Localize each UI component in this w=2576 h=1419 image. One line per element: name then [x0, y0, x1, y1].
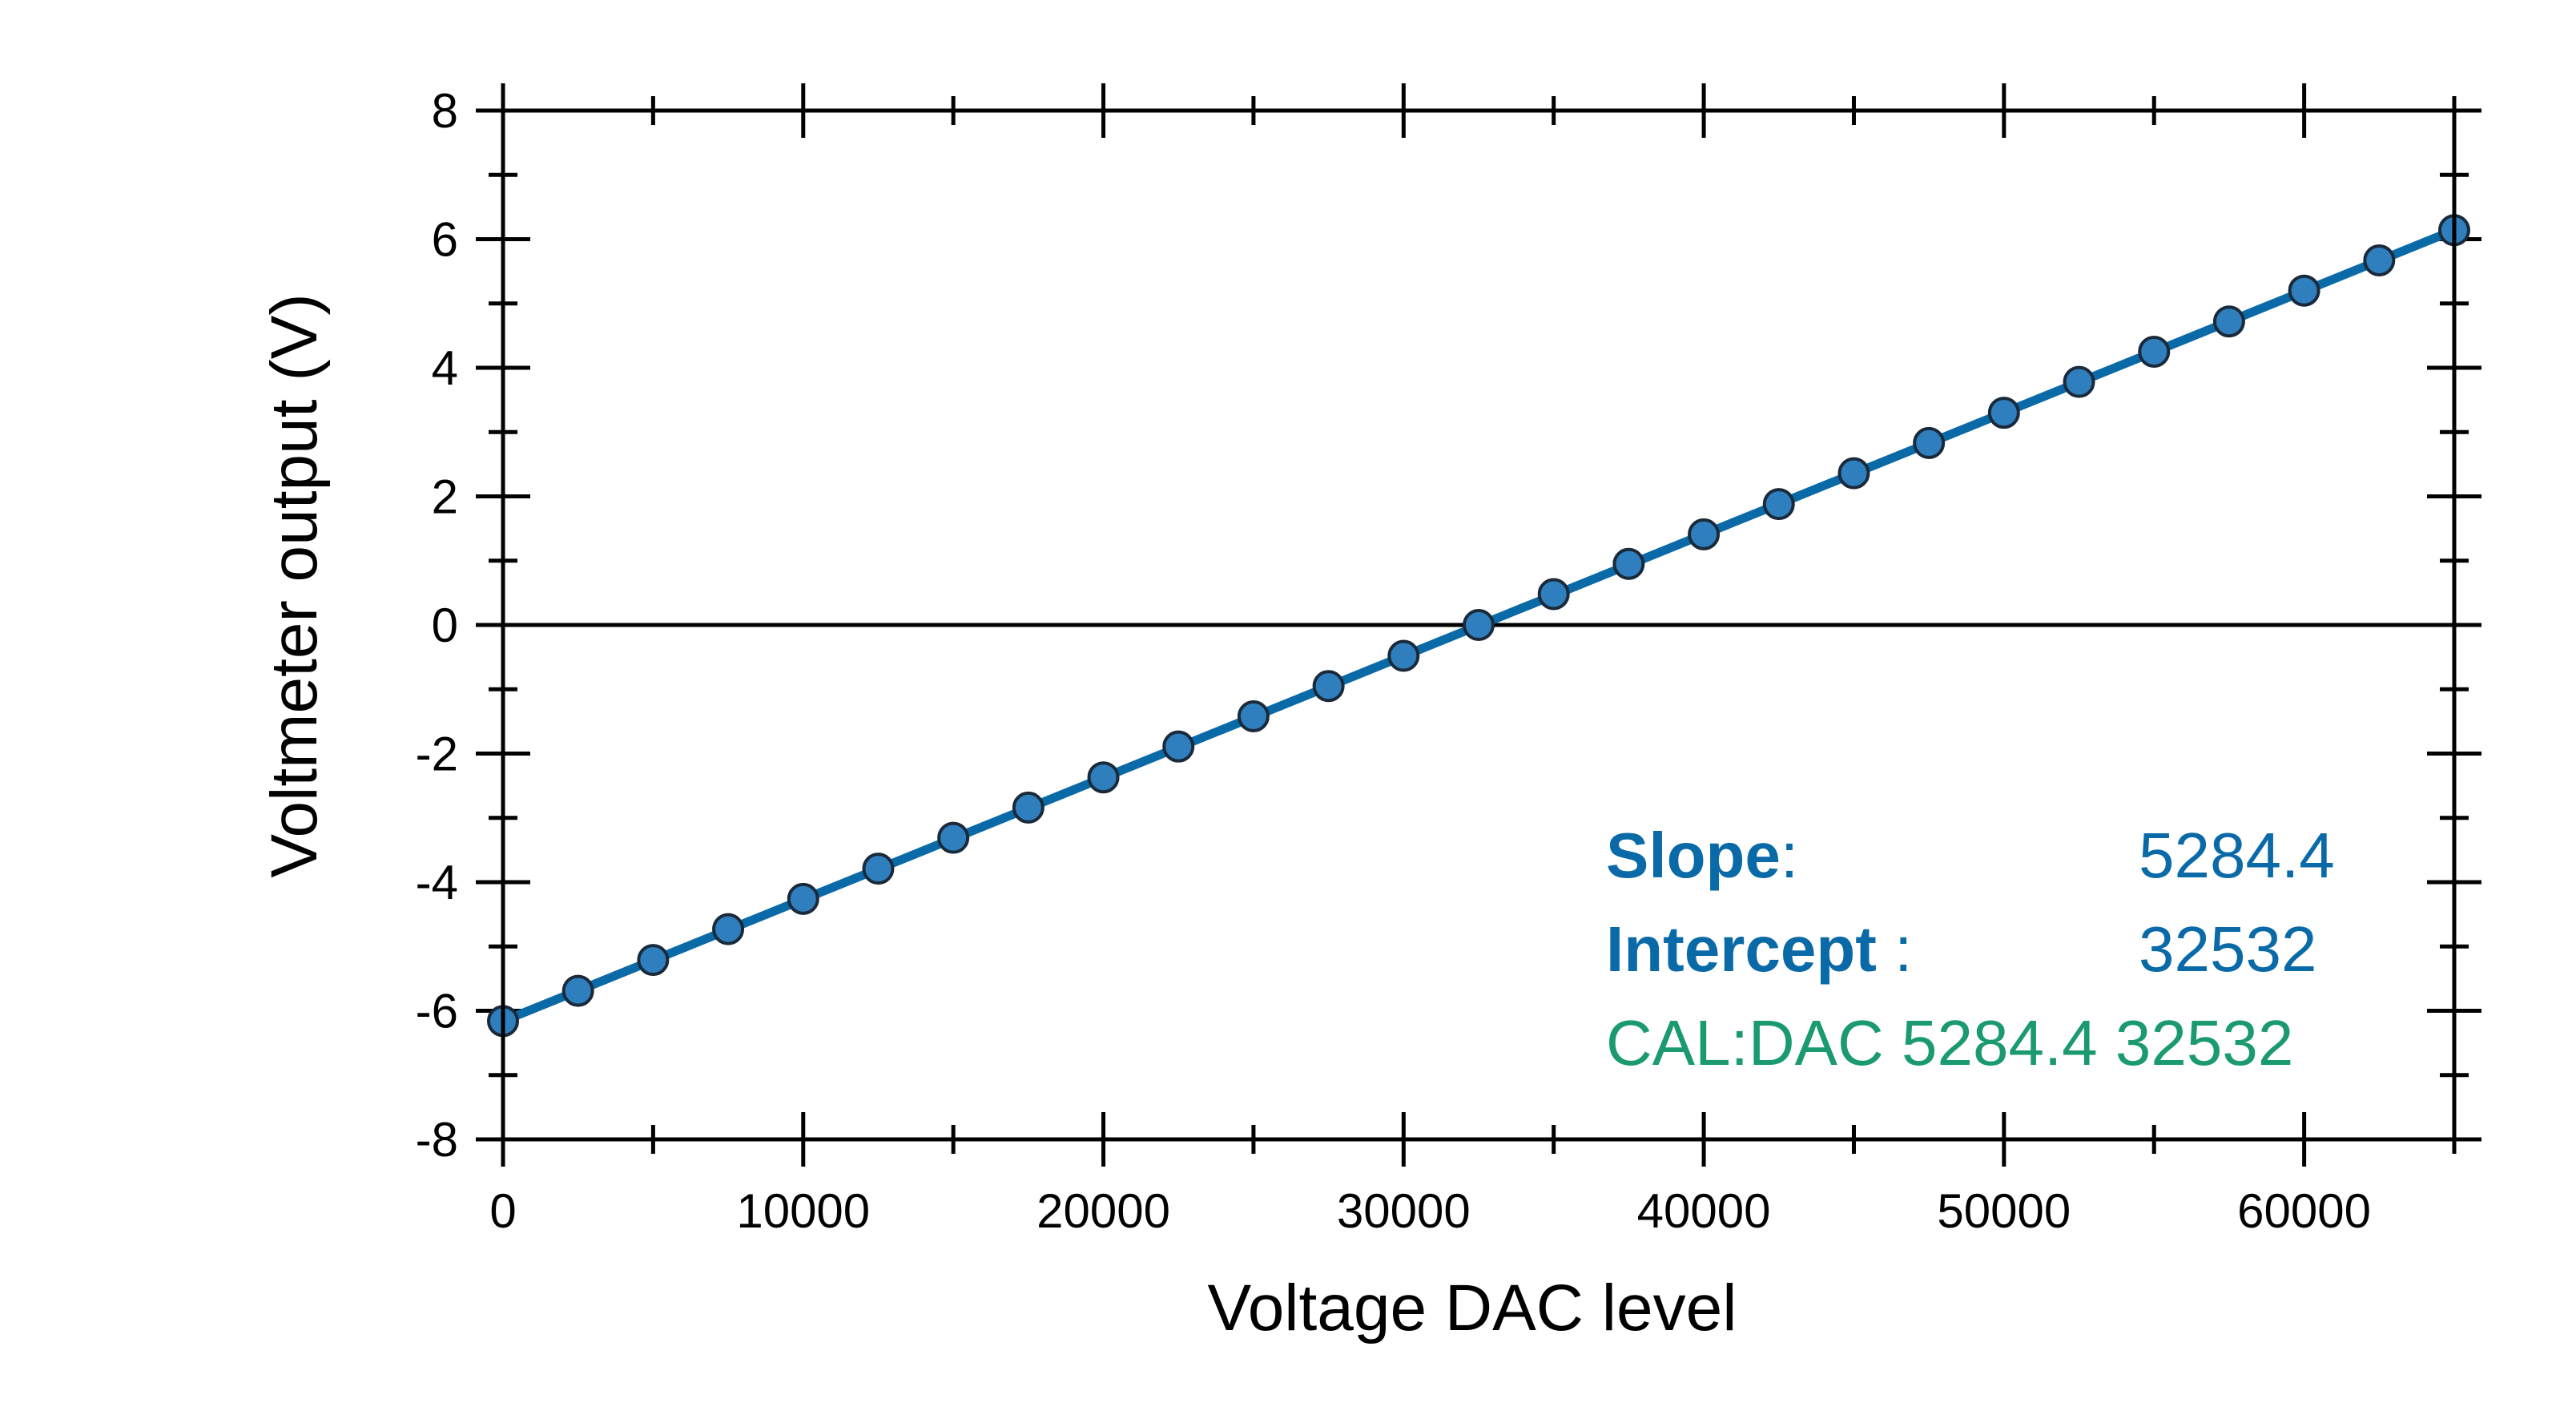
y-tick-label: -2	[416, 728, 458, 781]
data-point	[2288, 274, 2320, 307]
data-point	[862, 853, 895, 885]
data-point	[1612, 547, 1645, 580]
x-axis-title: Voltage DAC level	[1208, 1272, 1737, 1344]
data-point	[2138, 335, 2171, 368]
intercept-colon: :	[1877, 913, 1912, 985]
data-point	[1012, 791, 1044, 824]
data-point	[1162, 730, 1195, 763]
intercept-label: Intercept	[1606, 913, 1877, 985]
x-tick-label: 50000	[1937, 1184, 2071, 1238]
x-tick-label: 20000	[1036, 1184, 1170, 1238]
data-point	[787, 882, 819, 915]
plot-frame	[501, 108, 2457, 1142]
data-point	[1312, 670, 1345, 703]
data-point	[2363, 244, 2396, 276]
data-points	[487, 214, 2470, 1038]
data-point	[1688, 518, 1721, 550]
y-tick-label: 0	[432, 599, 458, 652]
data-point	[2212, 305, 2245, 338]
y-axis-title: Voltmeter output (V)	[258, 293, 331, 877]
data-point	[1387, 639, 1420, 672]
x-tick-label: 40000	[1637, 1184, 1771, 1238]
fit-annotation: Slope: 5284.4 Intercept : 32532 CAL:DAC …	[1606, 820, 2335, 1078]
slope-colon: :	[1781, 820, 1798, 891]
data-point	[1087, 761, 1120, 794]
data-point	[712, 913, 745, 945]
data-point	[637, 944, 670, 977]
data-point	[1463, 609, 1495, 641]
data-point	[1987, 397, 2020, 429]
y-tick-label: 2	[432, 470, 458, 524]
intercept-row: Intercept :	[1606, 913, 1912, 985]
slope-row: Slope:	[1606, 820, 1798, 891]
tick-labels: 0 10000 20000 30000 40000 50000 60000 -8 -6 -4 -2 0…	[416, 84, 2371, 1238]
data-point	[1913, 426, 1946, 459]
x-tick-label: 10000	[736, 1184, 870, 1238]
y-tick-label: 4	[432, 341, 458, 395]
y-tick-label: -4	[416, 856, 458, 909]
slope-label: Slope	[1606, 820, 1781, 891]
slope-value: 5284.4	[2139, 820, 2335, 891]
data-point	[1837, 457, 1870, 490]
data-point	[937, 821, 970, 854]
x-tick-label: 60000	[2237, 1184, 2371, 1238]
y-tick-label: 8	[432, 84, 458, 138]
intercept-value: 32532	[2139, 913, 2316, 985]
data-point	[1537, 578, 1570, 611]
x-tick-label: 0	[489, 1184, 516, 1238]
y-tick-label: -8	[416, 1113, 458, 1167]
data-point	[1762, 488, 1795, 521]
data-point	[2063, 365, 2095, 398]
data-point	[1237, 699, 1270, 732]
data-point	[561, 974, 594, 1007]
y-tick-label: -6	[416, 985, 458, 1038]
y-tick-label: 6	[432, 213, 458, 267]
x-tick-label: 30000	[1337, 1184, 1471, 1238]
cal-command: CAL:DAC 5284.4 32532	[1606, 1007, 2293, 1078]
